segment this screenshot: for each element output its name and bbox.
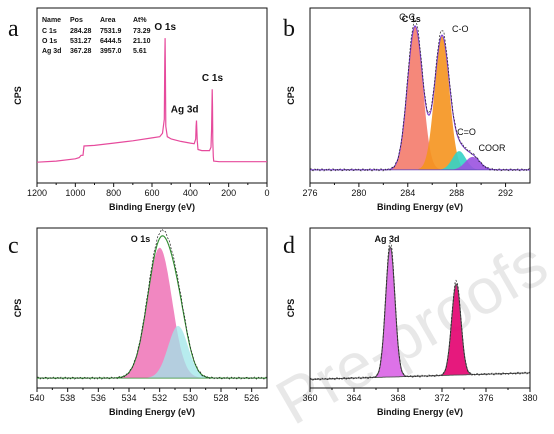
x-tick-label: 540	[29, 393, 44, 403]
panel-b: 276 280 284 288 292 Binding Energy (eV) CPS b C …	[283, 7, 531, 212]
x-tick-label: 280	[351, 188, 366, 198]
fitted-peak	[418, 36, 466, 170]
table-cell: C 1s	[42, 28, 57, 35]
y-axis-label: CPS	[286, 299, 296, 318]
x-tick-label: 534	[121, 393, 136, 403]
x-axis-label: Binding Energy (eV)	[109, 202, 195, 212]
table-cell: 6444.5	[100, 38, 122, 45]
x-tick-label: 530	[183, 393, 198, 403]
x-tick-label: 400	[183, 188, 198, 198]
x-tick-label: 800	[106, 188, 121, 198]
fitted-peak	[147, 325, 209, 379]
table-cell: 367.28	[70, 48, 92, 55]
panel-letter: b	[283, 16, 295, 42]
x-tick-label: 1200	[27, 188, 47, 198]
component-label: C=O	[457, 127, 476, 137]
component-label: C-C	[399, 12, 415, 22]
x-tick-label: 600	[144, 188, 159, 198]
x-axis-label: Binding Energy (eV)	[377, 202, 463, 212]
panel-letter: c	[8, 233, 19, 259]
raw-data-line	[36, 229, 268, 380]
table-cell: 73.29	[133, 28, 151, 35]
y-axis-label: CPS	[286, 86, 296, 105]
x-axis-label: Binding Energy (eV)	[109, 407, 195, 417]
survey-spectrum-line	[36, 38, 267, 163]
component-label: COOR	[479, 143, 507, 153]
x-axis-label: Binding Energy (eV)	[377, 407, 463, 417]
x-tick-label: 526	[244, 393, 259, 403]
x-tick-label: 276	[302, 188, 317, 198]
fitted-peak	[118, 247, 202, 379]
peak-label: O 1s	[154, 22, 176, 33]
x-tick-label: 288	[449, 188, 464, 198]
raw-data-line	[309, 241, 531, 381]
panel-d: 360 364 368 372 376 380 Binding Energy (eV) CPS…	[283, 227, 538, 417]
x-tick-label: 380	[522, 393, 537, 403]
panel-title: C 1s	[402, 14, 421, 24]
panel-title: O 1s	[131, 234, 151, 244]
x-tick-label: 360	[302, 393, 317, 403]
plot-frame	[36, 227, 268, 389]
plot-frame	[309, 7, 531, 184]
x-tick-label: 368	[390, 393, 405, 403]
peak-label: Ag 3d	[171, 104, 199, 115]
panel-title: Ag 3d	[374, 234, 399, 244]
x-tick-label: 200	[221, 188, 236, 198]
y-axis-label: CPS	[13, 299, 23, 318]
table-cell: 531.27	[70, 38, 92, 45]
table-cell: 21.10	[133, 38, 151, 45]
x-tick-label: 532	[152, 393, 167, 403]
panel-c: 540 538 536 534 532 530 528 526 Binding Energy (…	[8, 227, 268, 417]
x-tick-label: 0	[264, 188, 269, 198]
x-tick-label: 528	[213, 393, 228, 403]
x-tick-label: 538	[60, 393, 75, 403]
component-label: C-O	[452, 24, 469, 34]
x-tick-label: 284	[400, 188, 415, 198]
x-tick-label: 364	[346, 393, 361, 403]
table-cell: 3957.0	[100, 48, 122, 55]
table-cell: 5.61	[133, 48, 147, 55]
peak-label: C 1s	[202, 73, 224, 84]
table-cell: 284.28	[70, 28, 92, 35]
table-header: Pos	[70, 17, 83, 24]
raw-data-line	[309, 18, 531, 172]
panel-letter: d	[283, 233, 295, 259]
y-axis-label: CPS	[13, 86, 23, 105]
table-cell: O 1s	[42, 38, 57, 45]
fitted-peak	[454, 156, 491, 170]
panel-a: 1200 1000 800 600 400 200 0 Binding Energy (eV)…	[8, 7, 270, 212]
panel-letter: a	[8, 16, 19, 42]
table-header: At%	[133, 17, 147, 24]
x-tick-label: 292	[498, 188, 513, 198]
table-cell: 7531.9	[100, 28, 122, 35]
x-tick-label: 376	[478, 393, 493, 403]
x-tick-label: 372	[434, 393, 449, 403]
x-tick-label: 1000	[65, 188, 85, 198]
table-header: Name	[42, 17, 61, 24]
x-tick-label: 536	[91, 393, 106, 403]
table-header: Area	[100, 17, 116, 24]
table-cell: Ag 3d	[42, 48, 61, 55]
